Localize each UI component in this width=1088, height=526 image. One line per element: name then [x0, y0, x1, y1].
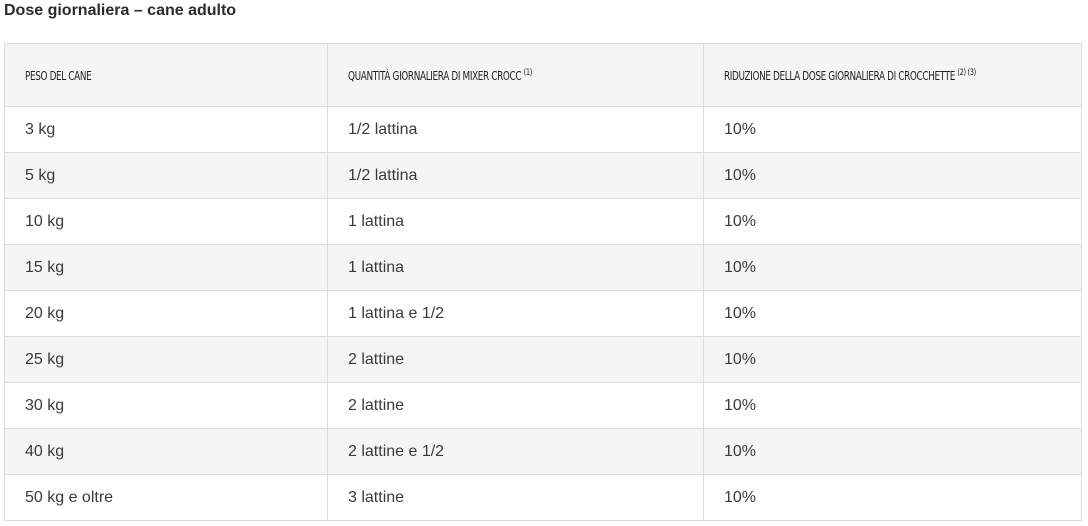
table-row: 40 kg 2 lattine e 1/2 10%	[4, 428, 1082, 475]
table-row: 25 kg 2 lattine 10%	[4, 336, 1082, 383]
header-kibble-reduction: RIDUZIONE DELLA DOSE GIORNALIERA DI CROC…	[703, 43, 1082, 107]
cell-quantity: 3 lattine	[327, 474, 704, 521]
cell-reduction: 10%	[703, 474, 1082, 521]
table-row: 15 kg 1 lattina 10%	[4, 244, 1082, 291]
table-row: 3 kg 1/2 lattina 10%	[4, 106, 1082, 153]
cell-reduction: 10%	[703, 336, 1082, 383]
table-row: 10 kg 1 lattina 10%	[4, 198, 1082, 245]
cell-weight: 5 kg	[4, 152, 328, 199]
header-daily-quantity: QUANTITÀ GIORNALIERA DI MIXER CROCC (1)	[327, 43, 704, 107]
cell-quantity: 1 lattina	[327, 198, 704, 245]
dose-table: PESO DEL CANE QUANTITÀ GIORNALIERA DI MI…	[4, 43, 1082, 521]
cell-quantity: 1/2 lattina	[327, 152, 704, 199]
cell-weight: 25 kg	[4, 336, 328, 383]
cell-weight: 30 kg	[4, 382, 328, 429]
cell-reduction: 10%	[703, 152, 1082, 199]
cell-weight: 20 kg	[4, 290, 328, 337]
table-row: 50 kg e oltre 3 lattine 10%	[4, 474, 1082, 521]
table-row: 30 kg 2 lattine 10%	[4, 382, 1082, 429]
cell-weight: 50 kg e oltre	[4, 474, 328, 521]
cell-weight: 10 kg	[4, 198, 328, 245]
cell-reduction: 10%	[703, 106, 1082, 153]
cell-reduction: 10%	[703, 428, 1082, 475]
cell-reduction: 10%	[703, 198, 1082, 245]
cell-quantity: 2 lattine	[327, 382, 704, 429]
cell-reduction: 10%	[703, 382, 1082, 429]
cell-quantity: 2 lattine	[327, 336, 704, 383]
table-row: 5 kg 1/2 lattina 10%	[4, 152, 1082, 199]
cell-quantity: 1 lattina e 1/2	[327, 290, 704, 337]
cell-reduction: 10%	[703, 290, 1082, 337]
header-dog-weight: PESO DEL CANE	[4, 43, 328, 107]
cell-quantity: 1/2 lattina	[327, 106, 704, 153]
table-header-row: PESO DEL CANE QUANTITÀ GIORNALIERA DI MI…	[4, 43, 1082, 107]
cell-weight: 3 kg	[4, 106, 328, 153]
cell-weight: 40 kg	[4, 428, 328, 475]
cell-reduction: 10%	[703, 244, 1082, 291]
table-row: 20 kg 1 lattina e 1/2 10%	[4, 290, 1082, 337]
page-title: Dose giornaliera – cane adulto	[4, 2, 237, 19]
cell-quantity: 2 lattine e 1/2	[327, 428, 704, 475]
cell-quantity: 1 lattina	[327, 244, 704, 291]
cell-weight: 15 kg	[4, 244, 328, 291]
